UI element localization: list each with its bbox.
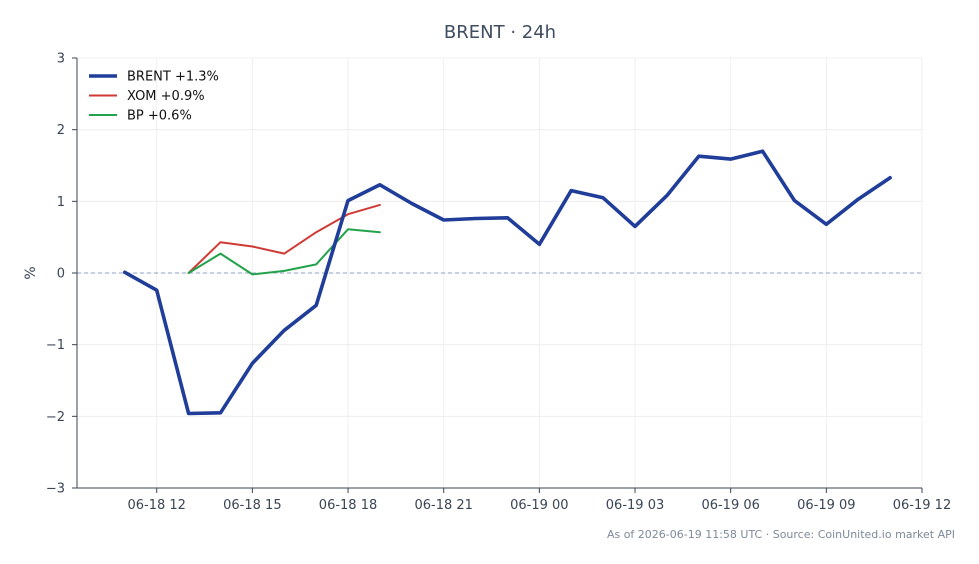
x-tick-label: 06-19 03	[606, 498, 664, 513]
y-tick-label: −2	[46, 410, 65, 425]
legend-label: XOM +0.9%	[127, 89, 205, 104]
legend-label: BRENT +1.3%	[127, 70, 219, 85]
legend-label: BP +0.6%	[127, 109, 192, 124]
y-axis-label: %	[23, 266, 39, 279]
series-line-2	[187, 228, 381, 276]
footnote: As of 2026-06-19 11:58 UTC · Source: Coi…	[607, 528, 955, 541]
legend: BRENT +1.3% XOM +0.9% BP +0.6%	[89, 70, 219, 124]
x-axis-ticks: 06-18 12 06-18 15 06-18 18 06-18 21 06-19 00…	[127, 488, 951, 513]
x-tick-label: 06-18 21	[414, 498, 472, 513]
x-tick-label: 06-19 06	[701, 498, 759, 513]
y-tick-label: 0	[57, 267, 65, 282]
y-axis-ticks: −3 −2 −1 0 1 2 3	[46, 52, 77, 497]
series-lines	[123, 149, 892, 416]
x-tick-label: 06-19 00	[510, 498, 568, 513]
x-tick-label: 06-18 18	[319, 498, 377, 513]
y-tick-label: 1	[57, 195, 65, 210]
y-tick-label: −3	[46, 482, 65, 497]
x-tick-label: 06-18 12	[127, 498, 185, 513]
x-tick-label: 06-18 15	[223, 498, 281, 513]
chart-title: BRENT · 24h	[444, 22, 556, 43]
y-tick-label: −1	[46, 338, 65, 353]
y-tick-label: 2	[57, 123, 65, 138]
series-line-0	[123, 149, 892, 416]
x-tick-label: 06-19 12	[893, 498, 951, 513]
y-tick-label: 3	[57, 52, 65, 67]
x-tick-label: 06-19 09	[797, 498, 855, 513]
series-line-1	[187, 203, 381, 274]
